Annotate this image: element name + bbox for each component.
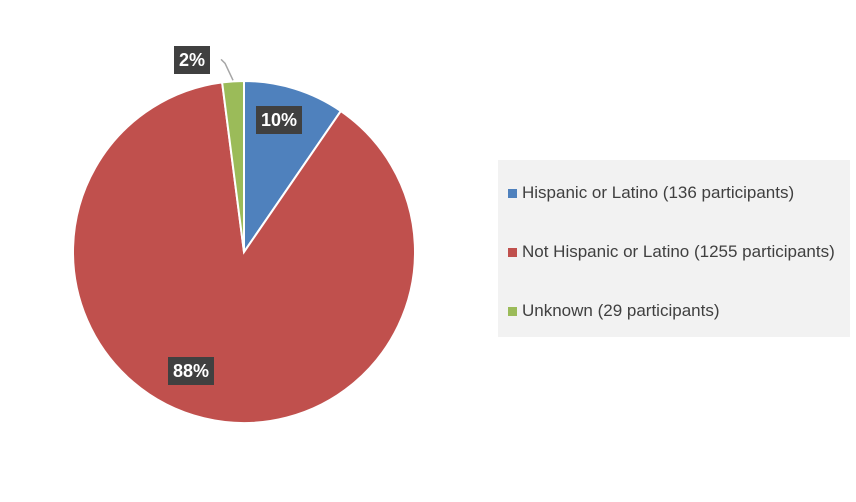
legend-item-hispanic: Hispanic or Latino (136 participants)	[498, 182, 850, 204]
leader-line-unknown	[220, 58, 234, 81]
legend-label-unknown: Unknown (29 participants)	[522, 301, 720, 320]
legend-swatch-not-hispanic	[508, 247, 517, 257]
pie-slice-unknown	[220, 79, 245, 253]
legend-label-not-hispanic: Not Hispanic or Latino (1255 participant…	[522, 242, 835, 261]
legend-swatch-unknown	[508, 306, 517, 316]
legend-item-unknown: Unknown (29 participants)	[498, 300, 850, 322]
pie-slice-not-hispanic	[72, 81, 416, 424]
legend-swatch-hispanic	[508, 188, 517, 198]
chart-legend: Hispanic or Latino (136 participants) No…	[498, 160, 850, 337]
data-label-hispanic: 10%	[256, 106, 303, 134]
data-label-unknown: 2%	[174, 46, 211, 74]
data-label-not-hispanic: 88%	[168, 357, 215, 385]
legend-label-hispanic: Hispanic or Latino (136 participants)	[522, 183, 795, 202]
legend-item-not-hispanic: Not Hispanic or Latino (1255 participant…	[498, 241, 850, 263]
